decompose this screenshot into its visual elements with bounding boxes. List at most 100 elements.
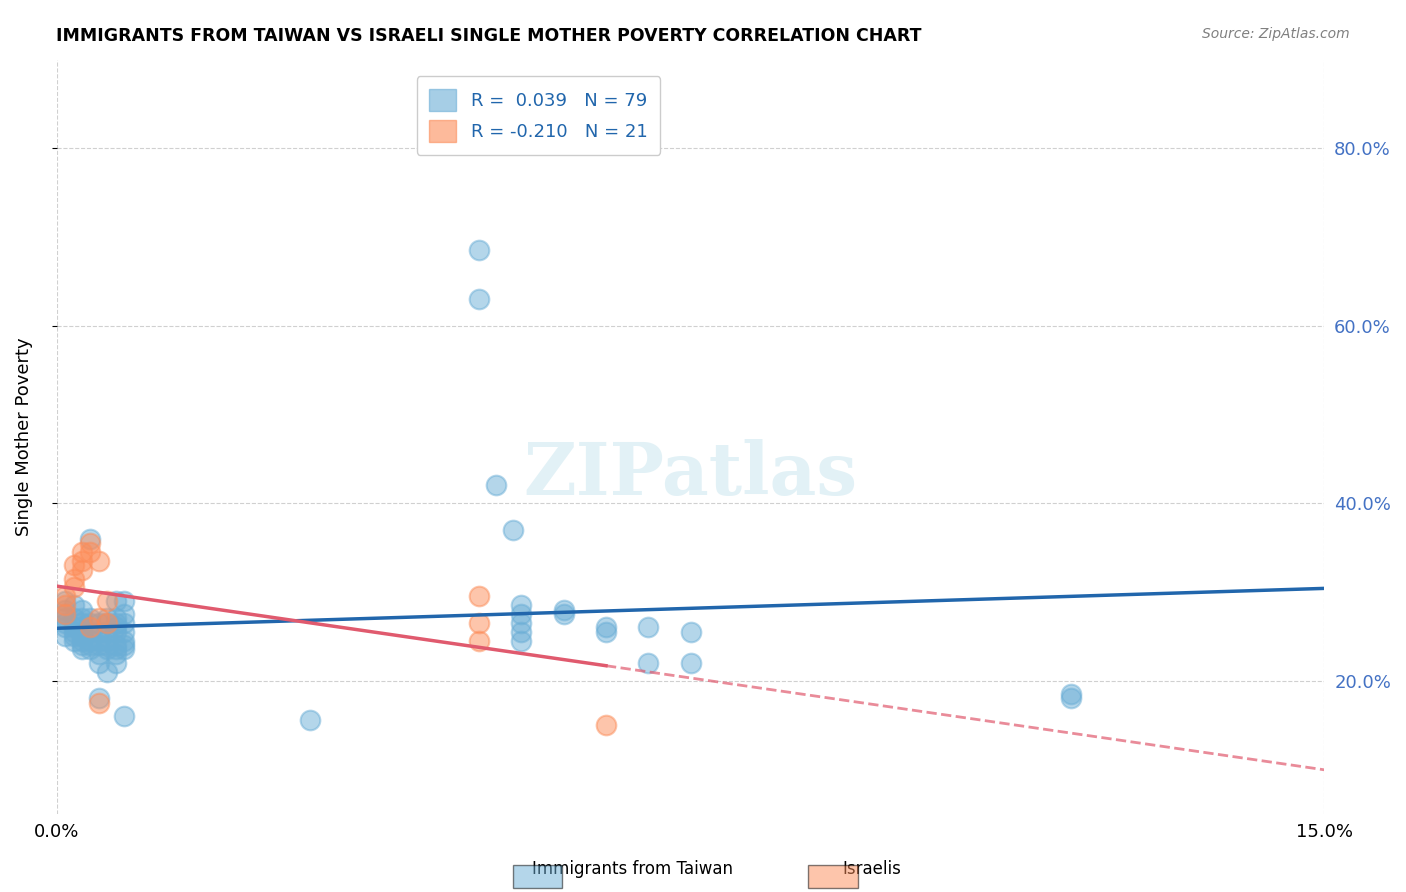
- Point: [70, 633, 93, 648]
- Point: [79, 536, 101, 550]
- Point: [53, 615, 76, 630]
- Point: [79, 638, 101, 652]
- Text: ZIPatlas: ZIPatlas: [523, 439, 858, 510]
- Point: [96, 642, 118, 657]
- Point: [96, 615, 118, 630]
- Point: [96, 624, 118, 639]
- Point: [70, 638, 93, 652]
- Point: [299, 714, 322, 728]
- Point: [87, 633, 110, 648]
- Point: [70, 554, 93, 568]
- Point: [595, 624, 617, 639]
- Point: [96, 633, 118, 648]
- Point: [62, 624, 84, 639]
- Point: [53, 620, 76, 634]
- Point: [637, 620, 659, 634]
- Point: [70, 611, 93, 625]
- Point: [87, 615, 110, 630]
- Point: [510, 624, 533, 639]
- Point: [62, 558, 84, 573]
- Point: [70, 624, 93, 639]
- Point: [104, 615, 127, 630]
- Point: [70, 602, 93, 616]
- Point: [62, 572, 84, 586]
- Point: [104, 647, 127, 661]
- Text: Source: ZipAtlas.com: Source: ZipAtlas.com: [1202, 27, 1350, 41]
- Point: [1060, 691, 1083, 706]
- Point: [468, 292, 491, 306]
- Point: [96, 593, 118, 607]
- Point: [510, 598, 533, 612]
- Point: [112, 638, 135, 652]
- Point: [70, 615, 93, 630]
- Point: [595, 718, 617, 732]
- Point: [104, 624, 127, 639]
- Point: [62, 629, 84, 643]
- Y-axis label: Single Mother Poverty: Single Mother Poverty: [15, 337, 32, 536]
- Point: [87, 624, 110, 639]
- Point: [79, 615, 101, 630]
- Point: [96, 611, 118, 625]
- Text: IMMIGRANTS FROM TAIWAN VS ISRAELI SINGLE MOTHER POVERTY CORRELATION CHART: IMMIGRANTS FROM TAIWAN VS ISRAELI SINGLE…: [56, 27, 922, 45]
- Point: [502, 523, 524, 537]
- Point: [62, 620, 84, 634]
- Point: [79, 611, 101, 625]
- Point: [62, 633, 84, 648]
- Point: [53, 611, 76, 625]
- Point: [87, 691, 110, 706]
- Point: [70, 629, 93, 643]
- Point: [112, 593, 135, 607]
- Point: [87, 647, 110, 661]
- Legend: R =  0.039   N = 79, R = -0.210   N = 21: R = 0.039 N = 79, R = -0.210 N = 21: [416, 76, 661, 154]
- Point: [87, 554, 110, 568]
- Point: [70, 642, 93, 657]
- Point: [679, 656, 702, 670]
- Point: [53, 607, 76, 621]
- Point: [79, 620, 101, 634]
- Point: [468, 244, 491, 258]
- Point: [104, 638, 127, 652]
- Point: [53, 607, 76, 621]
- Point: [485, 478, 508, 492]
- Point: [70, 563, 93, 577]
- Point: [79, 624, 101, 639]
- Point: [679, 624, 702, 639]
- Point: [112, 709, 135, 723]
- Point: [70, 620, 93, 634]
- Point: [553, 607, 575, 621]
- Point: [510, 633, 533, 648]
- Point: [104, 620, 127, 634]
- Text: Immigrants from Taiwan: Immigrants from Taiwan: [533, 860, 733, 878]
- Point: [468, 633, 491, 648]
- Point: [79, 633, 101, 648]
- Point: [104, 642, 127, 657]
- Point: [96, 638, 118, 652]
- Point: [53, 589, 76, 603]
- Point: [87, 638, 110, 652]
- Point: [112, 642, 135, 657]
- Point: [112, 607, 135, 621]
- Point: [79, 545, 101, 559]
- Point: [53, 598, 76, 612]
- Point: [112, 633, 135, 648]
- Point: [87, 611, 110, 625]
- Point: [53, 593, 76, 607]
- Point: [510, 607, 533, 621]
- Point: [104, 611, 127, 625]
- Point: [96, 665, 118, 679]
- Point: [112, 624, 135, 639]
- Point: [468, 615, 491, 630]
- Point: [104, 593, 127, 607]
- Point: [637, 656, 659, 670]
- Point: [595, 620, 617, 634]
- Point: [468, 589, 491, 603]
- Point: [79, 642, 101, 657]
- Point: [87, 656, 110, 670]
- Point: [62, 581, 84, 595]
- Point: [112, 615, 135, 630]
- Point: [87, 696, 110, 710]
- Point: [104, 656, 127, 670]
- Text: Israelis: Israelis: [842, 860, 901, 878]
- Point: [553, 602, 575, 616]
- Point: [79, 532, 101, 546]
